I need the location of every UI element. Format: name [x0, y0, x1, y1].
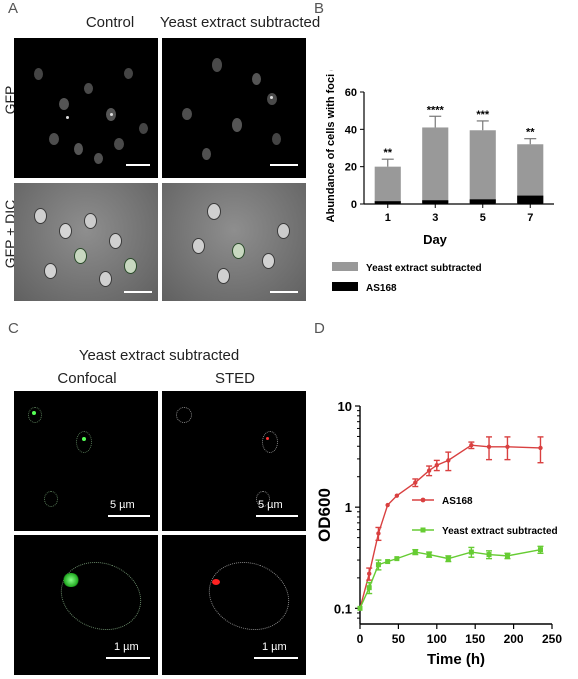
micrograph-gfp-control	[14, 38, 158, 178]
micrograph-dic-control	[14, 183, 158, 301]
significance-label: ****	[427, 104, 445, 116]
data-point-yeast-extract	[412, 549, 418, 555]
y-tick-label: 0	[351, 199, 357, 211]
legend-label-yeast-extract: Yeast extract subtracted	[442, 526, 558, 537]
y-axis-label: OD600	[315, 488, 334, 542]
bar-as168	[469, 199, 496, 204]
bar-yeast-extract	[469, 130, 496, 204]
series-line-yeast-extract	[359, 548, 541, 609]
column-title-confocal: Confocal	[57, 370, 117, 387]
significance-label: ***	[476, 109, 490, 121]
y-tick-label: 60	[345, 87, 357, 99]
significance-label: **	[526, 127, 535, 139]
scale-bar-label: 1 µm	[114, 641, 139, 653]
legend-label-yeast-extract: Yeast extract subtracted	[366, 263, 482, 274]
x-tick-label: 1	[385, 212, 391, 224]
y-tick-label: 20	[345, 162, 357, 174]
data-point-yeast-extract	[445, 556, 451, 562]
bar-as168	[422, 200, 449, 204]
bar-chart: 0 20 40 60 Abundance of cells with foci (%) *…	[325, 70, 554, 294]
scale-bar	[270, 164, 298, 166]
bar-yeast-extract	[422, 127, 449, 204]
column-title-yeast-extract: Yeast extract subtracted	[159, 14, 321, 31]
data-point-yeast-extract	[537, 547, 543, 553]
scale-bar-label: 5 µm	[110, 499, 135, 511]
y-tick-label: 0.1	[334, 601, 352, 616]
micrograph-gfp-yeast-extract	[162, 38, 306, 178]
data-point-as168	[394, 493, 400, 498]
x-tick-label: 7	[527, 212, 533, 224]
data-point-as168	[434, 462, 439, 468]
legend-label-as168: AS168	[366, 283, 397, 294]
y-tick-label: 1	[345, 500, 352, 515]
x-tick-label: 250	[542, 632, 562, 646]
data-point-yeast-extract	[468, 549, 474, 555]
micrograph-confocal-overview: 5 µm	[14, 391, 158, 531]
data-point-yeast-extract	[357, 605, 363, 611]
scale-bar	[124, 291, 152, 293]
bar-as168	[517, 195, 544, 204]
x-axis-label: Day	[423, 232, 448, 247]
micrograph-sted-overview: 5 µm	[162, 391, 306, 531]
scale-bar	[270, 291, 298, 293]
x-tick-label: 0	[357, 632, 364, 646]
column-title-sted: STED	[214, 370, 255, 387]
y-tick-label: 40	[345, 124, 357, 136]
legend-swatch-yeast-extract	[332, 262, 358, 271]
micrograph-dic-yeast-extract	[162, 183, 306, 301]
legend-marker-yeast-extract	[420, 527, 426, 533]
data-point-as168	[413, 480, 418, 485]
scale-bar	[256, 515, 298, 517]
y-axis-label: Abundance of cells with foci (%)	[325, 70, 337, 222]
data-point-as168	[469, 442, 474, 448]
data-point-yeast-extract	[504, 553, 510, 559]
scale-bar-label: 5 µm	[258, 499, 283, 511]
legend-label-as168: AS168	[442, 496, 473, 507]
panel-c-title: Yeast extract subtracted	[78, 347, 240, 364]
x-tick-label: 200	[504, 632, 524, 646]
data-point-yeast-extract	[385, 559, 391, 565]
y-tick-label: 10	[338, 399, 352, 414]
data-point-as168	[505, 444, 510, 450]
significance-label: **	[383, 147, 392, 159]
scale-bar-label: 1 µm	[262, 641, 287, 653]
scale-bar	[108, 515, 150, 517]
data-point-as168	[538, 445, 543, 451]
scale-bar	[254, 657, 298, 659]
micrograph-sted-zoom: 1 µm	[162, 535, 306, 675]
data-point-as168	[446, 458, 451, 463]
data-point-yeast-extract	[375, 562, 381, 568]
data-point-yeast-extract	[426, 552, 432, 558]
x-tick-label: 150	[465, 632, 485, 646]
x-tick-label: 100	[427, 632, 447, 646]
data-point-yeast-extract	[394, 556, 400, 562]
data-point-yeast-extract	[366, 585, 372, 591]
panel-label-b: B	[314, 0, 325, 17]
x-axis-label: Time (h)	[427, 651, 485, 668]
bar-yeast-extract	[517, 144, 544, 204]
x-tick-label: 3	[432, 212, 438, 224]
data-point-as168	[426, 468, 432, 473]
data-point-yeast-extract	[486, 552, 492, 558]
scale-bar	[126, 164, 150, 166]
legend-marker-as168	[420, 497, 426, 503]
legend-swatch-as168	[332, 282, 358, 291]
column-title-control: Control	[85, 14, 135, 31]
x-tick-label: 5	[480, 212, 486, 224]
panel-label-c: C	[8, 320, 19, 337]
panel-label-d: D	[314, 320, 325, 337]
scale-bar	[106, 657, 150, 659]
bar-as168	[374, 201, 401, 204]
data-point-as168	[486, 444, 492, 450]
data-point-as168	[367, 571, 372, 576]
data-point-as168	[385, 502, 390, 508]
bar-yeast-extract	[374, 166, 401, 204]
micrograph-confocal-zoom: 1 µm	[14, 535, 158, 675]
data-point-as168	[376, 531, 381, 536]
panel-label-a: A	[8, 0, 19, 17]
x-tick-label: 50	[392, 632, 406, 646]
